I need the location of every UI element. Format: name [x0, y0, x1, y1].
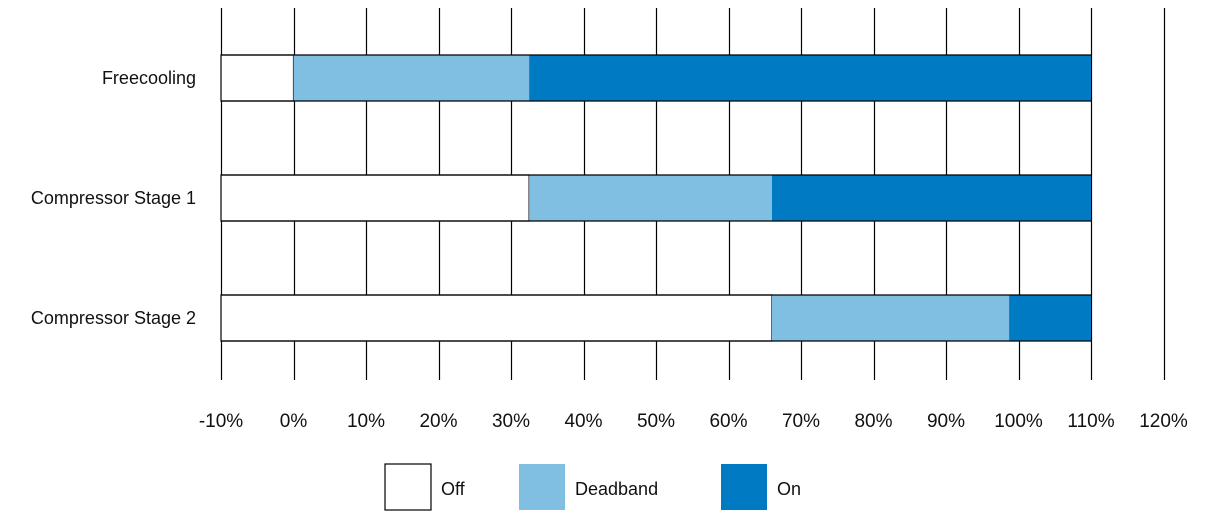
x-tick-label-13: 120%: [1139, 411, 1188, 432]
legend-label-deadband: Deadband: [575, 479, 658, 499]
legend-swatch-off: [384, 463, 432, 511]
x-tick-label-5: 40%: [564, 411, 602, 432]
bar-1-on: [772, 175, 1091, 221]
x-tick-label-7: 60%: [709, 411, 747, 432]
legend-label-on: On: [777, 479, 801, 499]
x-tick-label-1: 0%: [280, 411, 308, 432]
bar-1-deadband: [529, 175, 772, 221]
legend-label-off: Off: [441, 479, 466, 499]
bar-1-off: [220, 174, 530, 222]
bar-0-deadband: [293, 55, 530, 101]
bar-0-off: [220, 54, 295, 102]
x-tick-label-8: 70%: [782, 411, 820, 432]
x-tick-label-10: 90%: [927, 411, 965, 432]
bars: [220, 54, 1091, 342]
x-tick-label-12: 110%: [1067, 411, 1114, 432]
category-label-0: Freecooling: [102, 68, 196, 88]
category-label-2: Compressor Stage 2: [31, 308, 196, 328]
x-tick-label-6: 50%: [637, 411, 675, 432]
bar-2-off: [220, 294, 773, 342]
legend: Off Deadband On: [384, 463, 801, 511]
bar-2-deadband: [772, 295, 1010, 341]
category-labels: Freecooling Compressor Stage 1 Compressor …: [31, 68, 196, 328]
category-label-1: Compressor Stage 1: [31, 188, 196, 208]
x-tick-label-4: 30%: [492, 411, 530, 432]
x-tick-label-3: 20%: [419, 411, 457, 432]
legend-swatch-on: [721, 464, 767, 510]
bar-0-on: [529, 55, 1091, 101]
x-tick-label-0: -10%: [199, 411, 243, 432]
x-tick-label-11: 100%: [994, 411, 1043, 432]
legend-swatch-deadband: [519, 464, 565, 510]
x-tick-label-9: 80%: [854, 411, 892, 432]
bar-2-on: [1009, 295, 1091, 341]
x-tick-label-2: 10%: [347, 411, 385, 432]
x-tick-labels: -10% 0% 10% 20% 30% 40% 50% 60% 70% 80% 90% 100% 110…: [199, 411, 1188, 432]
